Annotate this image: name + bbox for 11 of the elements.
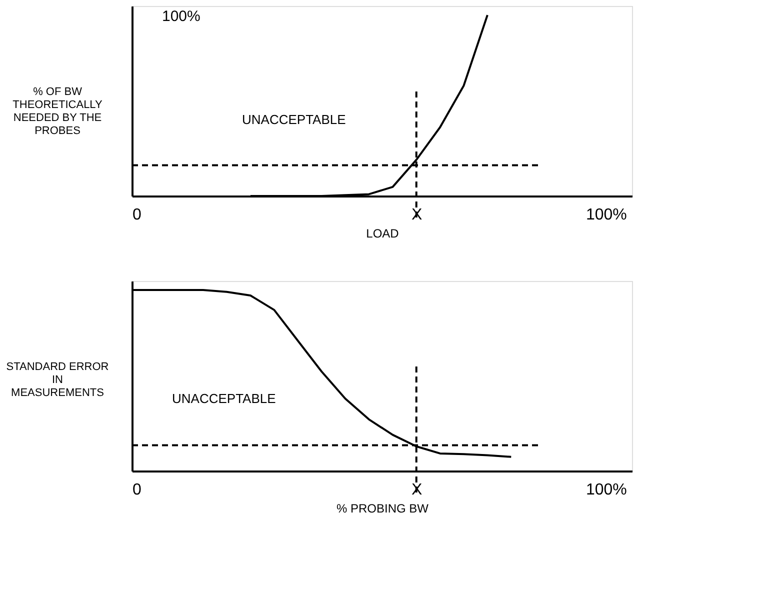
y-axis-title: % OF BW THEORETICALLY NEEDED BY THE PROBES xyxy=(12,86,103,137)
annotation: UNACCEPTABLE xyxy=(172,390,276,406)
x-tick-label: 0 xyxy=(132,206,142,224)
y-axis-title: STANDARD ERROR IN MEASUREMENTS xyxy=(6,361,109,399)
annotation: 100% xyxy=(162,8,200,25)
x-axis-title: LOAD xyxy=(366,226,400,240)
x-tick-label: 100% xyxy=(586,206,627,224)
x-tick-label: 0 xyxy=(132,482,142,498)
x-tick-label: 100% xyxy=(586,482,627,498)
x-axis-title: % PROBING BW xyxy=(336,502,430,516)
annotation: UNACCEPTABLE xyxy=(242,112,346,127)
